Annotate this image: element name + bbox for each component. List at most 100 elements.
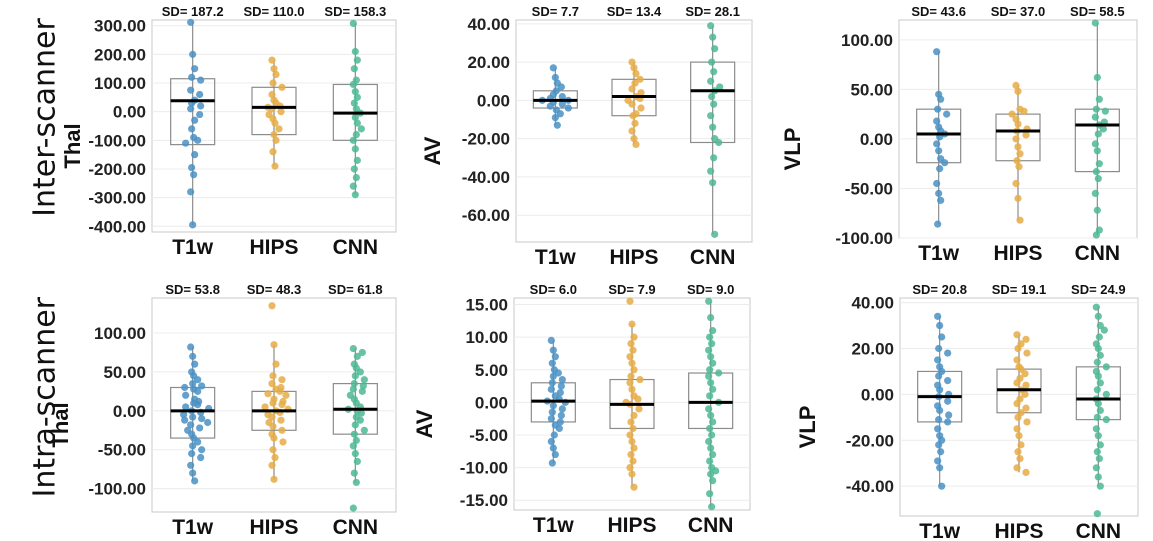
data-point-t1w [191,65,199,73]
data-point-t1w [191,151,199,159]
data-point-cnn [1094,344,1102,353]
y-tick-label: 200.00 [94,45,146,64]
y-tick-label: 0.00 [860,130,893,149]
data-point-t1w [547,415,555,423]
data-point-t1w [934,425,942,433]
data-point-cnn [1093,510,1101,518]
data-point-cnn [1101,107,1109,115]
panel-4: 100.00 50.00 0.00 -50.00 -100.00 Thal SD= 53.8… [48,282,397,539]
data-point-t1w [548,379,556,387]
data-point-hips [1014,87,1022,95]
data-point-t1w [187,188,195,196]
x-tick-label-cnn: CNN [1076,520,1122,541]
data-point-cnn [360,376,368,384]
data-point-t1w [182,403,190,411]
data-point-hips [278,376,286,384]
data-point-t1w [198,415,206,423]
data-point-cnn [1092,425,1100,433]
x-tick-label-hips: HIPS [994,520,1043,541]
plot-frame [513,297,751,511]
data-point-cnn [706,490,714,498]
data-point-cnn [707,167,715,175]
data-point-t1w [190,171,198,179]
data-point-cnn [1093,206,1101,214]
sd-label-hips: SD= 19.1 [992,282,1047,297]
data-point-t1w [194,387,202,395]
data-point-hips [631,79,639,87]
data-point-hips [278,401,286,409]
data-point-t1w [934,105,942,113]
data-point-hips [1013,425,1021,433]
data-point-t1w [557,382,565,390]
data-point-cnn [1095,333,1103,341]
data-point-cnn [706,424,714,433]
data-point-cnn [356,368,364,376]
sd-label-hips: SD= 7.9 [608,282,655,297]
data-point-hips [1022,381,1030,389]
data-point-t1w [549,372,557,380]
data-point-t1w [938,333,946,341]
data-point-hips [632,69,640,78]
data-point-t1w [934,457,942,465]
data-point-cnn [1092,168,1100,176]
data-point-t1w [936,165,944,173]
data-point-t1w [197,453,205,462]
data-point-hips [636,375,644,384]
data-point-cnn [357,409,365,417]
data-point-cnn [708,503,716,511]
plot-frame [515,19,753,243]
data-point-t1w [549,402,557,410]
data-point-t1w [196,90,204,99]
x-tick-label-cnn: CNN [688,514,734,537]
data-point-hips [627,372,635,380]
data-point-hips [626,464,634,472]
data-point-hips [268,380,276,388]
data-point-cnn [353,93,361,101]
data-point-cnn [1094,473,1102,481]
data-point-t1w [558,92,566,101]
data-point-cnn [710,154,718,162]
data-point-t1w [189,442,197,450]
data-point-cnn [707,411,715,420]
data-point-hips [269,446,277,454]
data-point-t1w [934,220,942,228]
data-point-hips [1014,143,1022,151]
data-point-cnn [358,387,366,395]
x-tick-label-t1w: T1w [533,514,575,537]
data-point-t1w [187,105,195,113]
sd-label-t1w: SD= 187.2 [162,4,224,19]
sd-label-cnn: SD= 28.1 [685,4,740,19]
data-point-hips [1014,120,1022,128]
panel-6: 40.00 20.00 0.00 -20.00 -40.00 VLP SD= 20.8 T1w… [795,282,1139,541]
data-point-hips [628,470,636,478]
data-point-hips [1023,349,1031,357]
data-point-t1w [936,386,944,394]
data-point-hips [1016,455,1024,463]
data-point-t1w [198,446,206,454]
data-point-t1w [187,86,195,94]
data-point-cnn [352,436,360,445]
data-point-cnn [705,405,713,413]
y-axis-label: VLP [795,406,820,449]
panel-5: 15.00 10.00 5.00 0.00 -5.00 -10.00 -15.00 AV SD=… [412,282,751,537]
y-tick-label: -100.00 [88,131,146,150]
data-point-hips [1014,344,1022,353]
x-tick-label-hips: HIPS [607,514,656,537]
data-point-cnn [349,385,357,393]
data-point-t1w [935,189,943,198]
sd-label-t1w: SD= 53.8 [165,282,220,297]
data-point-t1w [936,406,944,415]
data-point-t1w [935,441,943,449]
data-point-hips [270,341,278,349]
data-point-hips [269,399,277,407]
data-point-t1w [191,477,199,485]
data-point-cnn [1092,464,1100,472]
data-point-cnn [708,431,716,439]
sd-label-cnn: SD= 24.9 [1071,282,1126,297]
data-point-t1w [196,110,204,119]
data-point-t1w [187,461,195,469]
data-point-t1w [555,424,563,433]
data-point-cnn [351,372,359,380]
